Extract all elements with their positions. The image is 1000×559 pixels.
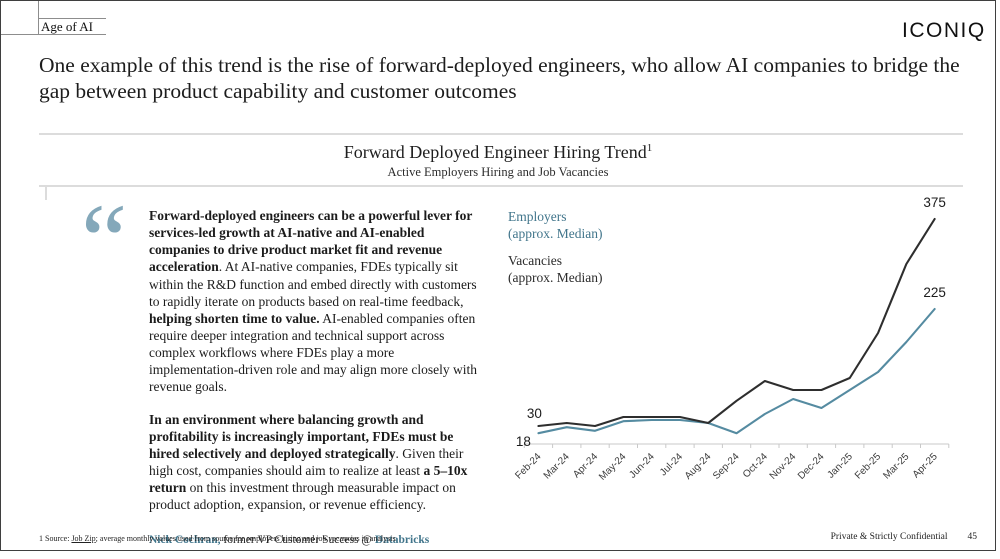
vacancies-value-label: 375 xyxy=(923,195,946,210)
legend-item-vacancies: Vacancies (approx. Median) xyxy=(508,252,603,285)
x-axis-label: Apr-24 xyxy=(571,451,600,480)
chart-legend: Employers (approx. Median) Vacancies (ap… xyxy=(508,208,602,295)
x-axis-label: Nov-24 xyxy=(768,451,799,482)
x-axis-label: Aug-24 xyxy=(683,451,714,482)
x-axis-label: Feb-24 xyxy=(513,451,543,481)
chart-title-block: Forward Deployed Engineer Hiring Trend1 … xyxy=(1,142,995,180)
confidential-label: Private & Strictly Confidential xyxy=(830,532,948,542)
source-link[interactable]: Job Zip xyxy=(71,534,96,543)
quote-text-block: Forward-deployed engineers can be a powe… xyxy=(149,207,482,548)
chart-title: Forward Deployed Engineer Hiring Trend1 xyxy=(343,142,653,162)
x-axis-label: Jul-24 xyxy=(658,451,685,478)
footer-right: Private & Strictly Confidential 45 xyxy=(831,532,977,542)
x-axis-label: Mar-24 xyxy=(542,451,572,481)
x-axis-label: May-24 xyxy=(597,451,629,483)
x-axis-label: Dec-24 xyxy=(796,451,827,482)
x-axis-label: Jun-24 xyxy=(627,451,657,481)
slide-headline: One example of this trend is the rise of… xyxy=(39,53,960,103)
quote-paragraph-1: Forward-deployed engineers can be a powe… xyxy=(149,208,478,395)
x-axis-label: Apr-25 xyxy=(911,451,940,480)
attribution-company: Databricks xyxy=(374,534,430,547)
quote-attribution: Nick Cochran, former VP Customer Success… xyxy=(149,534,430,547)
x-axis-label: Mar-25 xyxy=(881,451,911,481)
header-crop-mark-vertical xyxy=(38,1,39,34)
x-axis-label: Feb-25 xyxy=(853,451,883,481)
attribution-name: Nick Cochran, xyxy=(149,534,221,547)
legend-item-employers: Employers (approx. Median) xyxy=(508,209,603,242)
chart-subtitle: Active Employers Hiring and Job Vacancie… xyxy=(387,165,609,179)
page-number: 45 xyxy=(967,532,978,542)
divider-top xyxy=(39,133,963,135)
iconiq-logo: ICONIQ xyxy=(902,19,986,42)
divider-bottom xyxy=(39,185,963,187)
quote-icon: “ xyxy=(81,183,128,298)
footnote-marker: 1 xyxy=(646,142,653,154)
x-axis-label: Sep-24 xyxy=(711,451,742,482)
divider-notch xyxy=(45,187,47,200)
footnote-source: 1 Source: Job Zip; average monthly value… xyxy=(39,534,396,543)
quote-paragraph-2: In an environment where balancing growth… xyxy=(149,411,468,513)
employers-value-label: 18 xyxy=(516,434,531,449)
employers-line xyxy=(537,307,936,435)
x-axis-label: Oct-24 xyxy=(741,451,770,480)
vacancies-line xyxy=(537,217,936,428)
x-axis-label: Jan-25 xyxy=(825,451,855,481)
header-crop-mark-bottom xyxy=(1,34,106,35)
header-crop-mark-top xyxy=(38,18,106,19)
section-eyebrow: Age of AI xyxy=(41,19,93,34)
vacancies-value-label: 30 xyxy=(527,406,542,421)
employers-value-label: 225 xyxy=(923,285,946,300)
